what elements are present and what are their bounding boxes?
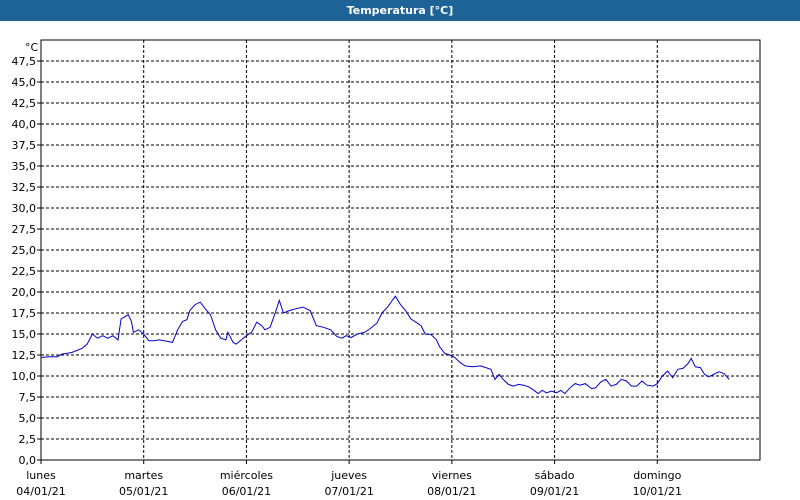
- y-tick-label: 22,5: [12, 265, 37, 278]
- y-tick-label: 42,5: [12, 97, 37, 110]
- x-tick-date: 04/01/21: [16, 485, 65, 498]
- grid-lines: [41, 40, 760, 460]
- y-tick-label: 17,5: [12, 307, 37, 320]
- y-tick-label: 7,5: [19, 391, 37, 404]
- series-group: [40, 295, 730, 395]
- y-tick-label: 5,0: [19, 412, 37, 425]
- y-tick-label: 20,0: [12, 286, 37, 299]
- x-tick-weekday: lunes: [26, 469, 56, 482]
- x-tick-weekday: jueves: [330, 469, 367, 482]
- x-tick-date: 09/01/21: [530, 485, 579, 498]
- y-tick-label: 32,5: [12, 181, 37, 194]
- x-tick-date: 07/01/21: [324, 485, 373, 498]
- y-tick-label: 37,5: [12, 139, 37, 152]
- x-tick-date: 06/01/21: [222, 485, 271, 498]
- y-tick-label: 2,5: [19, 433, 37, 446]
- x-tick-weekday: miércoles: [220, 469, 273, 482]
- y-tick-label: 47,5: [12, 55, 37, 68]
- temperature-series-line: [40, 295, 730, 395]
- x-tick-date: 05/01/21: [119, 485, 168, 498]
- x-tick-weekday: sábado: [535, 469, 575, 482]
- y-tick-label: 10,0: [12, 370, 37, 383]
- x-tick-date: 10/01/21: [633, 485, 682, 498]
- chart-title: Temperatura [°C]: [0, 0, 800, 21]
- y-tick-label: 27,5: [12, 223, 37, 236]
- y-tick-label: 25,0: [12, 244, 37, 257]
- x-tick-date: 08/01/21: [427, 485, 476, 498]
- x-tick-weekday: domingo: [633, 469, 681, 482]
- y-tick-label: 0,0: [19, 454, 37, 467]
- y-axis: 0,0 2,5 5,0 7,5 10,0 12,5 15,0 17,5 20,0 22,5 25,0…: [12, 55, 41, 467]
- y-tick-label: 35,0: [12, 160, 37, 173]
- x-axis: lunes 04/01/21 martes 05/01/21 miércoles 06/0…: [16, 460, 682, 498]
- y-tick-label: 45,0: [12, 76, 37, 89]
- x-tick-weekday: viernes: [432, 469, 472, 482]
- y-tick-label: 12,5: [12, 349, 37, 362]
- x-tick-weekday: martes: [124, 469, 163, 482]
- y-tick-label: 15,0: [12, 328, 37, 341]
- y-tick-label: 40,0: [12, 118, 37, 131]
- y-unit-label: °C: [25, 41, 39, 54]
- y-tick-label: 30,0: [12, 202, 37, 215]
